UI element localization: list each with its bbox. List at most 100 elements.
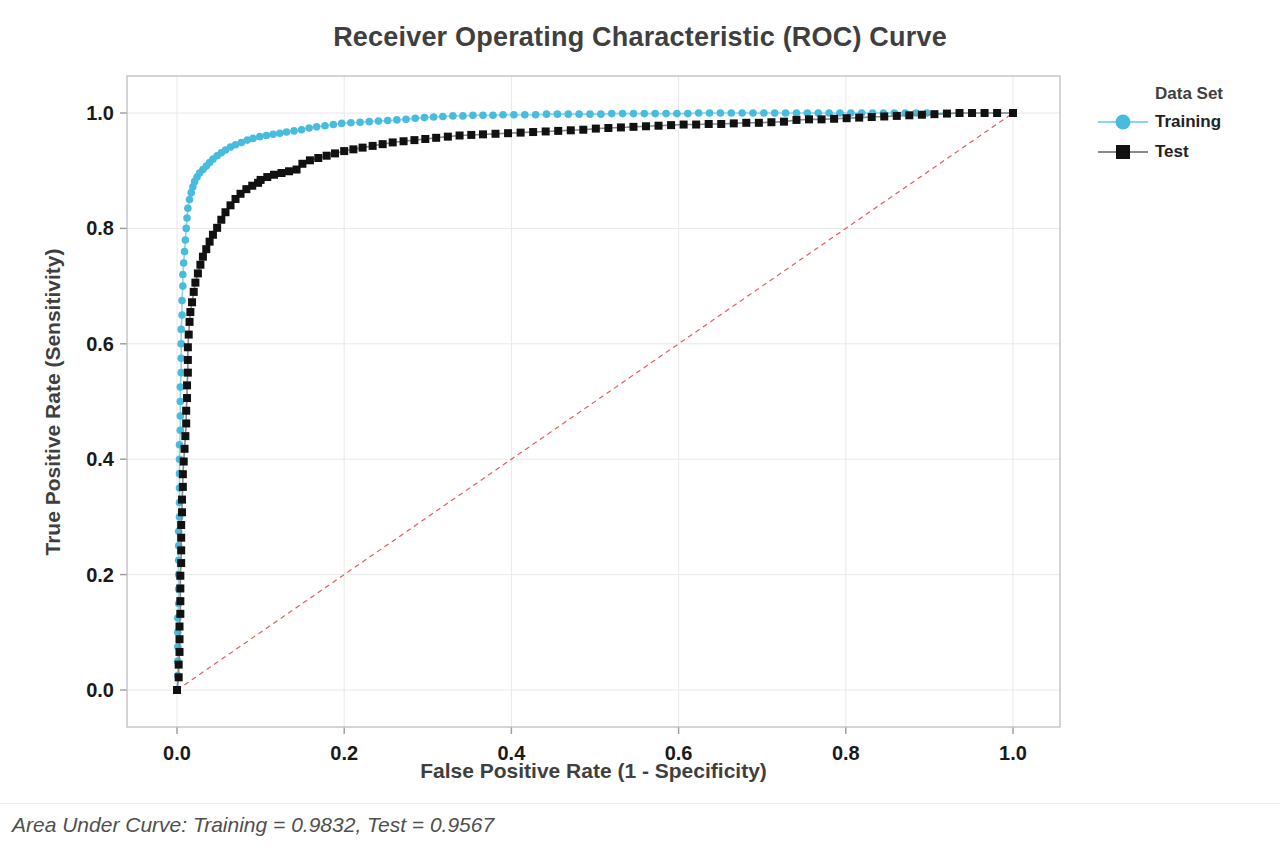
training-point-marker xyxy=(182,236,190,244)
y-tick-label: 0.0 xyxy=(86,679,114,701)
training-point-marker xyxy=(662,110,670,118)
legend-item-test: Test xyxy=(1098,137,1223,167)
test-point-marker xyxy=(617,123,625,131)
training-point-marker xyxy=(177,369,185,377)
y-tick-label: 0.8 xyxy=(86,217,114,239)
test-point-marker xyxy=(479,130,487,138)
training-point-marker xyxy=(177,326,185,334)
test-point-marker xyxy=(182,419,190,427)
test-point-marker xyxy=(467,131,475,139)
training-point-marker xyxy=(510,111,518,119)
test-point-marker xyxy=(742,119,750,127)
test-point-marker xyxy=(190,288,198,296)
training-point-marker xyxy=(263,132,271,140)
test-point-marker xyxy=(180,458,188,466)
test-point-marker xyxy=(592,125,600,133)
training-point-marker xyxy=(330,121,338,129)
legend-label-test: Test xyxy=(1155,142,1189,162)
test-point-marker xyxy=(855,114,863,122)
test-point-marker xyxy=(805,115,813,123)
test-point-marker xyxy=(178,508,186,516)
test-point-marker xyxy=(182,407,190,415)
training-point-marker xyxy=(249,135,257,143)
test-point-marker xyxy=(930,110,938,118)
test-point-marker xyxy=(199,253,207,261)
training-point-marker xyxy=(449,112,457,120)
test-point-marker xyxy=(178,496,186,504)
test-point-marker xyxy=(186,308,194,316)
training-point-marker xyxy=(586,110,594,118)
test-point-marker xyxy=(579,126,587,134)
training-point-marker xyxy=(290,127,298,135)
training-point-marker xyxy=(521,111,529,119)
training-point-marker xyxy=(402,116,410,124)
test-point-marker xyxy=(179,470,187,478)
test-point-marker xyxy=(191,279,199,287)
training-point-marker xyxy=(597,110,605,118)
test-point-marker xyxy=(780,118,788,126)
training-point-marker xyxy=(393,116,401,124)
test-point-marker xyxy=(680,121,688,129)
test-point-marker xyxy=(177,534,185,542)
training-point-marker xyxy=(269,131,277,139)
training-point-marker xyxy=(186,196,194,204)
training-point-marker xyxy=(793,109,801,117)
test-point-marker xyxy=(943,110,951,118)
training-point-marker xyxy=(182,225,190,233)
test-point-marker xyxy=(285,167,293,175)
training-point-marker xyxy=(489,112,497,120)
training-point-marker xyxy=(177,383,185,391)
x-axis-label: False Positive Rate (1 - Specificity) xyxy=(127,759,1060,783)
training-point-marker xyxy=(356,118,364,126)
test-point-marker xyxy=(981,109,989,117)
test-point-marker xyxy=(655,122,663,130)
training-point-marker xyxy=(177,340,185,348)
training-point-marker xyxy=(298,126,306,134)
training-point-marker xyxy=(727,109,735,117)
test-point-marker xyxy=(314,154,322,162)
training-point-marker xyxy=(177,398,185,406)
test-point-marker xyxy=(517,129,525,137)
training-point-marker xyxy=(575,110,583,118)
training-point-marker xyxy=(321,122,329,130)
test-point-marker xyxy=(379,140,387,148)
test-point-marker xyxy=(905,111,913,119)
training-point-marker xyxy=(178,311,186,319)
training-swatch xyxy=(1098,113,1148,131)
training-point-marker xyxy=(469,112,477,120)
test-point-marker xyxy=(629,123,637,131)
test-point-marker xyxy=(278,169,286,177)
test-point-marker xyxy=(176,648,184,656)
test-point-marker xyxy=(185,331,193,339)
test-point-marker xyxy=(993,109,1001,117)
training-point-marker xyxy=(459,112,467,120)
training-point-marker xyxy=(177,354,185,362)
training-point-marker xyxy=(184,204,192,212)
training-point-marker xyxy=(673,110,681,118)
legend-label-training: Training xyxy=(1155,112,1221,132)
test-point-marker xyxy=(175,661,183,669)
plot-area: 0.00.20.40.60.81.00.00.20.40.60.81.0 xyxy=(0,0,1280,853)
training-point-marker xyxy=(313,123,321,131)
test-point-marker xyxy=(554,127,562,135)
y-tick-label: 0.4 xyxy=(86,448,115,470)
test-point-marker xyxy=(177,559,185,567)
training-point-marker xyxy=(749,109,757,117)
test-point-marker xyxy=(186,318,194,326)
test-point-marker xyxy=(306,156,314,164)
test-point-marker xyxy=(176,623,184,631)
test-point-marker xyxy=(432,134,440,142)
training-point-marker xyxy=(384,117,392,125)
test-point-marker xyxy=(181,445,189,453)
training-point-marker xyxy=(760,109,768,117)
test-point-marker xyxy=(529,128,537,136)
legend-item-training: Training xyxy=(1098,107,1223,137)
training-point-marker xyxy=(347,119,355,127)
test-point-marker xyxy=(542,127,550,135)
test-point-marker xyxy=(400,137,408,145)
test-point-marker xyxy=(196,261,204,269)
training-point-marker xyxy=(179,282,187,290)
training-point-marker xyxy=(499,111,507,119)
test-point-marker xyxy=(323,152,331,160)
training-point-marker xyxy=(430,113,438,121)
